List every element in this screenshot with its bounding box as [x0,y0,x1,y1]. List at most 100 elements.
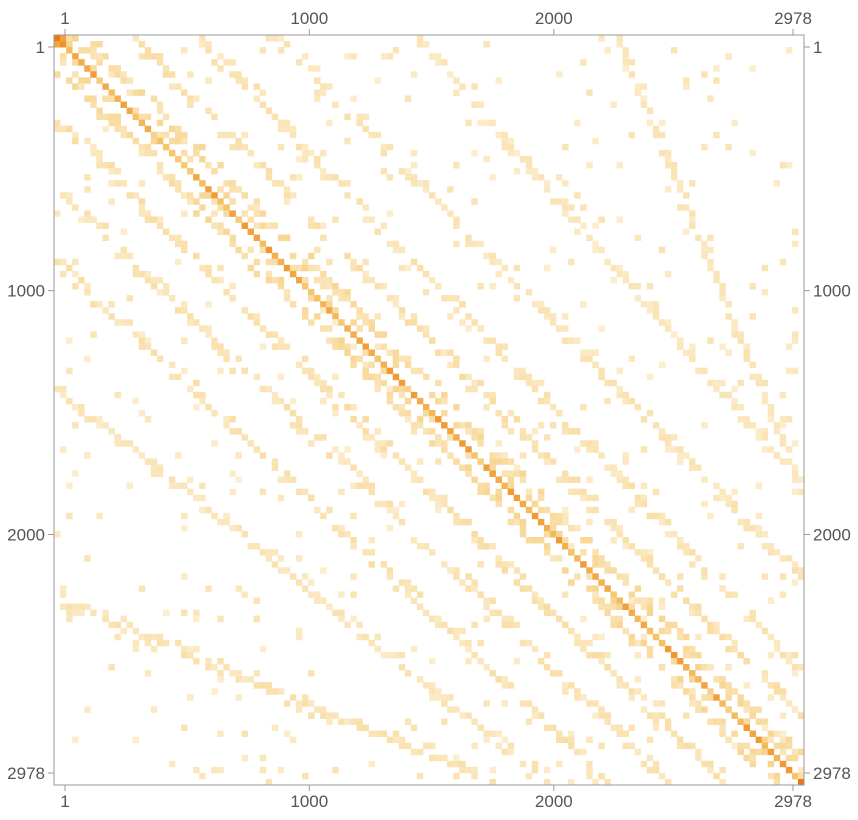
heatmap-cell [247,543,254,550]
heatmap-cell [229,282,236,290]
tick-label: 1000 [290,792,328,811]
heatmap-cell [531,597,539,604]
heatmap-cell [676,343,684,350]
heatmap-cell [362,349,369,356]
heatmap-cell [689,216,696,223]
heatmap-cell [701,694,708,701]
heatmap-cell [646,561,654,568]
heatmap-cell [525,379,533,387]
heatmap-cell [634,234,642,242]
heatmap-cell [586,573,593,580]
heatmap-cell [483,41,490,48]
heatmap-cell [229,470,236,477]
heatmap-cell [761,428,769,435]
heatmap-cell [731,119,738,127]
heatmap-cell [670,621,678,629]
heatmap-cell [374,282,382,290]
heatmap-cell [332,712,339,719]
heatmap-cell [308,579,315,586]
heatmap-cell [537,603,545,610]
heatmap-cell [749,373,757,381]
heatmap-cell [568,778,575,786]
heatmap-cell [453,434,460,441]
heatmap-cell [289,270,297,278]
heatmap-cell [362,343,369,350]
heatmap-cell [580,537,587,544]
heatmap-cell [640,101,648,108]
heatmap-cell [543,264,551,272]
heatmap-cell [459,579,466,586]
heatmap-cell [537,537,545,544]
heatmap-cell [392,240,400,248]
heatmap-cell [767,772,775,780]
heatmap-cell [320,276,327,284]
heatmap-cell [580,639,587,647]
heatmap-cell [459,766,466,774]
heatmap-cell [229,295,236,302]
heatmap-cell [531,440,539,447]
heatmap-cell [779,591,787,598]
heatmap-cell [332,343,339,350]
heatmap-cell [676,446,684,453]
heatmap-cell [489,464,496,471]
heatmap-cell [235,71,242,78]
heatmap-cell [628,688,636,695]
heatmap-cell [568,627,575,635]
heatmap-cell [72,258,79,266]
heatmap-cell [646,107,654,115]
heatmap-cell [301,355,309,363]
heatmap-cell [767,543,775,550]
heatmap-cell [707,246,714,254]
heatmap-cell [174,307,182,314]
heatmap-cell [701,240,708,248]
heatmap-cell [598,35,605,42]
heatmap-cell [670,591,678,598]
heatmap-cell [501,422,509,429]
heatmap-cell [441,694,448,701]
heatmap-cell [658,597,666,604]
heatmap-cell [193,252,200,260]
heatmap-cell [205,107,212,115]
heatmap-cell [549,670,557,677]
heatmap-cell [574,216,581,223]
heatmap-cell [634,748,642,756]
heatmap-cell [150,633,158,641]
heatmap-cell [404,95,412,102]
heatmap-cell [743,518,750,526]
heatmap-cell [537,174,545,181]
heatmap-cell [676,186,684,193]
heatmap-cell [368,276,375,284]
heatmap-cell [289,736,297,744]
heatmap-cell [507,143,515,151]
heatmap-cell [773,682,781,689]
heatmap-cell [217,670,224,677]
heatmap-cell [380,367,388,375]
heatmap-cell [102,162,109,169]
heatmap-cell [386,174,394,181]
heatmap-cell [114,621,121,629]
heatmap-cell [767,633,775,641]
heatmap-cell [253,313,261,320]
heatmap-cell [556,512,563,520]
heatmap-cell [676,742,684,750]
heatmap-cell [429,410,436,417]
heatmap-cell [791,470,799,477]
heatmap-cell [138,210,146,217]
heatmap-cell [471,772,478,780]
heatmap-cell [54,530,61,538]
heatmap-cell [326,385,333,393]
heatmap-cell [259,222,267,229]
heatmap-cell [773,772,781,780]
heatmap-cell [259,488,267,496]
heatmap-cell [701,143,708,151]
heatmap-cell [308,295,315,302]
heatmap-cell [265,682,273,689]
heatmap-cell [78,410,85,417]
heatmap-cell [162,282,170,290]
heatmap-cell [713,270,720,278]
heatmap-cell [253,543,261,550]
heatmap-cell [640,95,648,102]
heatmap-cell [78,83,85,90]
heatmap-cell [676,682,684,689]
heatmap-cell [610,615,617,623]
